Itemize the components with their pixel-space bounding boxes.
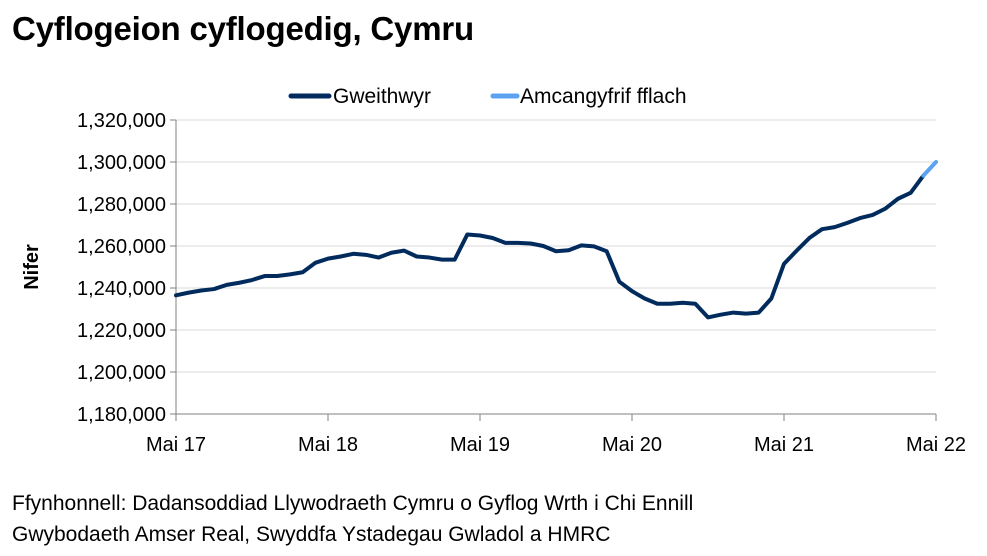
legend-amcangyfrif-fflach-label: Amcangyfrif fflach (520, 85, 687, 108)
series-lines (174, 160, 938, 320)
x-tick-label: Mai 18 (298, 434, 358, 456)
source-line-1: Ffynhonnell: Dadansoddiad Llywodraeth Cy… (12, 492, 694, 515)
x-tick-label: Mai 22 (906, 434, 966, 456)
chart-title: Cyflogeion cyflogedig, Cymru (12, 10, 474, 47)
series-line-gweithwyr (174, 173, 926, 320)
legend: Gweithwyr Amcangyfrif fflach (288, 85, 687, 108)
y-tick-label: 1,200,000 (77, 362, 166, 384)
source-note: Ffynhonnell: Dadansoddiad Llywodraeth Cy… (12, 488, 693, 550)
y-tick-label: 1,300,000 (77, 152, 166, 174)
legend-gweithwyr-label: Gweithwyr (333, 85, 431, 108)
legend-amcangyfrif-fflach: Amcangyfrif fflach (490, 85, 687, 108)
gridlines (176, 119, 936, 415)
y-tick-label: 1,240,000 (77, 278, 166, 300)
x-tick-label: Mai 20 (602, 434, 662, 456)
x-tick-label: Mai 21 (754, 434, 814, 456)
x-tick-label: Mai 19 (450, 434, 510, 456)
legend-gweithwyr: Gweithwyr (288, 85, 431, 108)
series-line-amcangyfrif-fflach (921, 160, 938, 178)
y-tick-label: 1,260,000 (77, 236, 166, 258)
y-axis-title: Nifer (21, 244, 43, 290)
y-tick-label: 1,280,000 (77, 194, 166, 216)
y-tick-label: 1,180,000 (77, 404, 166, 426)
y-tick-label: 1,320,000 (77, 110, 166, 132)
x-tick-label: Mai 17 (146, 434, 206, 456)
y-tick-label: 1,220,000 (77, 320, 166, 342)
tick-labels: 1,180,000 1,200,000 1,220,000 1,240,000 1,26… (21, 110, 966, 456)
axes (170, 119, 937, 421)
source-line-2: Gwybodaeth Amser Real, Swyddfa Ystadegau… (12, 523, 611, 546)
